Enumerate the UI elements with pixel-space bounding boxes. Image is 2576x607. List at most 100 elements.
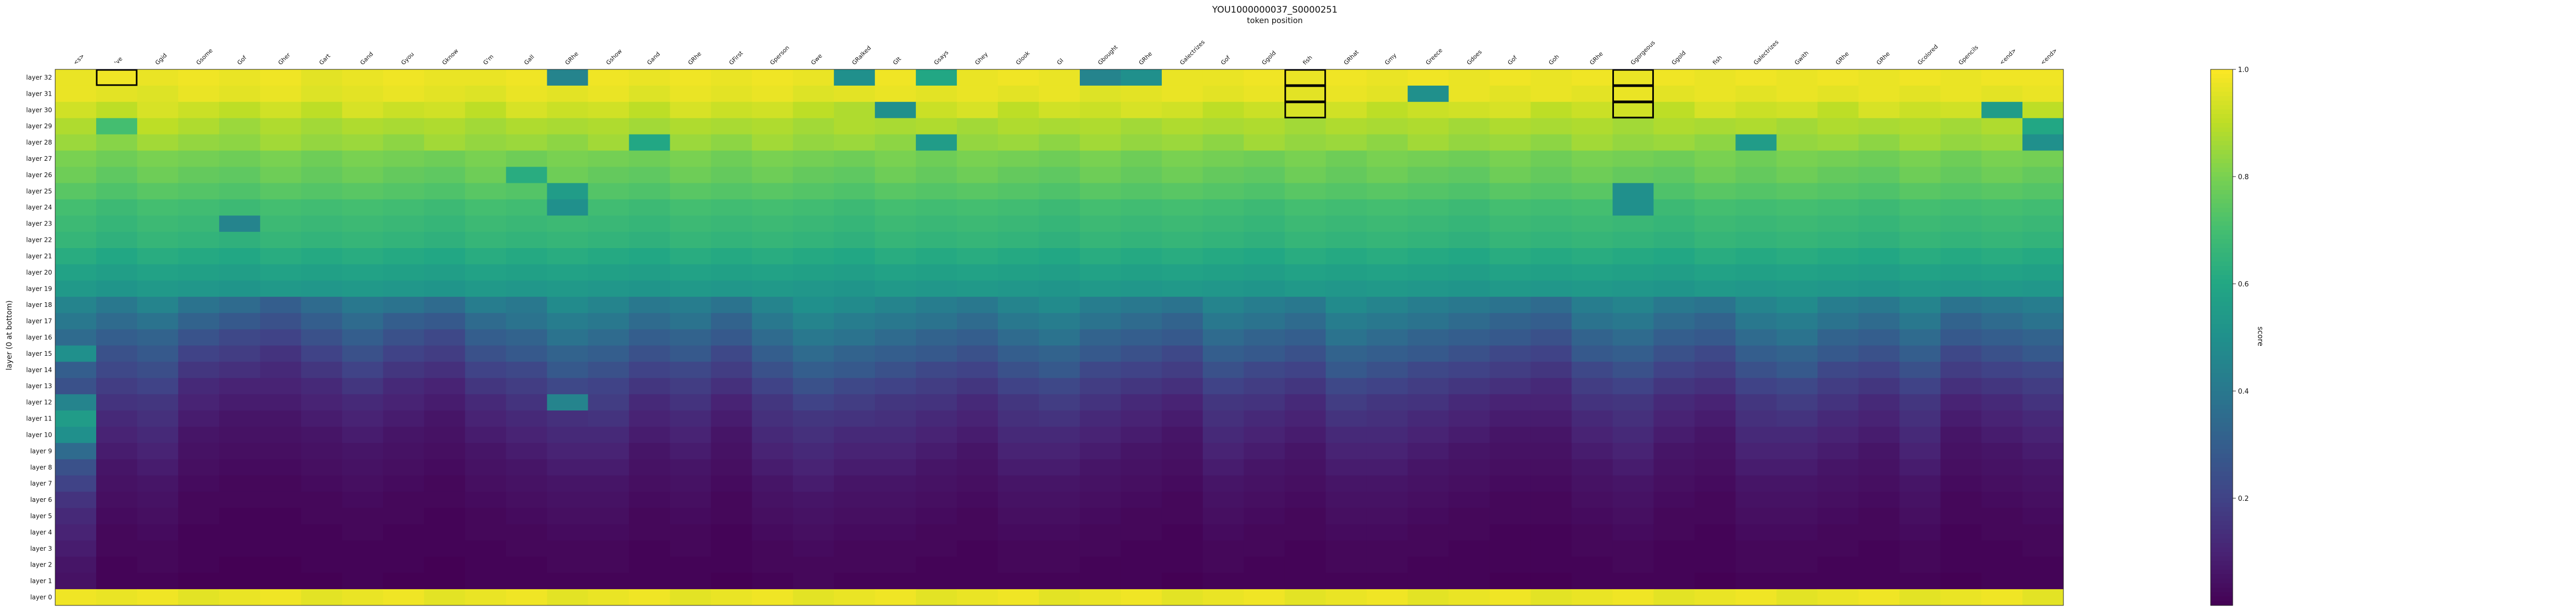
- heatmap-cell: [301, 491, 343, 509]
- heatmap-cell: [957, 378, 998, 395]
- heatmap-cell: [137, 183, 179, 200]
- heatmap-cell: [219, 589, 261, 606]
- heatmap-cell: [1161, 557, 1203, 573]
- heatmap-cell: [629, 118, 670, 135]
- heatmap-cell: [178, 134, 220, 151]
- heatmap-cell: [588, 69, 629, 86]
- heatmap-cell: [793, 199, 834, 216]
- heatmap-cell: [1202, 199, 1244, 216]
- heatmap-cell: [219, 69, 261, 86]
- heatmap-cell: [137, 427, 179, 444]
- heatmap-cell: [875, 573, 916, 590]
- heatmap-cell: [1653, 215, 1695, 232]
- heatmap-cell: [506, 118, 548, 135]
- heatmap-cell: [1407, 199, 1449, 216]
- heatmap-cell: [1735, 557, 1777, 573]
- heatmap-cell: [1407, 329, 1449, 346]
- heatmap-cell: [1284, 508, 1326, 524]
- heatmap-cell: [1243, 101, 1285, 119]
- heatmap-cell: [670, 329, 711, 346]
- heatmap-cell: [916, 232, 957, 249]
- heatmap-cell: [1039, 524, 1080, 541]
- heatmap-cell: [1817, 167, 1859, 183]
- heatmap-cell: [1284, 589, 1326, 606]
- row-label: layer 13: [26, 383, 52, 390]
- heatmap-cell: [1858, 101, 1900, 119]
- heatmap-cell: [1079, 491, 1121, 509]
- colorbar-segment: [2211, 311, 2233, 316]
- heatmap-cell: [1161, 85, 1203, 102]
- heatmap-cell: [793, 508, 834, 524]
- heatmap-cell: [834, 85, 875, 102]
- heatmap-cell: [178, 183, 220, 200]
- heatmap-cell: [1161, 248, 1203, 265]
- heatmap-cell: [383, 150, 425, 167]
- heatmap-cell: [506, 475, 548, 492]
- heatmap-cell: [916, 215, 957, 232]
- heatmap-cell: [465, 199, 507, 216]
- heatmap-cell: [465, 540, 507, 557]
- heatmap-cell: [670, 101, 711, 119]
- heatmap-cell: [711, 232, 752, 249]
- heatmap-cell: [1161, 508, 1203, 524]
- heatmap-cell: [670, 427, 711, 444]
- column-label: GRhe: [1875, 50, 1892, 67]
- heatmap-cell: [1899, 378, 1941, 395]
- heatmap-cell: [957, 475, 998, 492]
- heatmap-cell: [588, 362, 629, 378]
- heatmap-cell: [260, 118, 302, 135]
- heatmap-cell: [1817, 362, 1859, 378]
- heatmap-cell: [1817, 69, 1859, 86]
- heatmap-cell: [137, 378, 179, 395]
- heatmap-cell: [1243, 475, 1285, 492]
- heatmap-cell: [1489, 427, 1531, 444]
- colorbar-segment: [2211, 601, 2233, 606]
- heatmap-cell: [1448, 394, 1490, 411]
- heatmap-cell: [1202, 329, 1244, 346]
- heatmap-cell: [547, 557, 588, 573]
- heatmap-cell: [1448, 313, 1490, 330]
- heatmap-cell: [465, 69, 507, 86]
- heatmap-cell: [1325, 199, 1367, 216]
- heatmap-cell: [588, 248, 629, 265]
- heatmap-cell: [1243, 508, 1285, 524]
- heatmap-cell: [1407, 118, 1449, 135]
- heatmap-cell: [1489, 557, 1531, 573]
- heatmap-cell: [629, 215, 670, 232]
- column-label: Gshow: [605, 48, 623, 66]
- colorbar-segment: [2211, 570, 2233, 575]
- heatmap-cell: [424, 264, 466, 281]
- heatmap-cell: [1858, 313, 1900, 330]
- heatmap-cell: [1981, 296, 2023, 314]
- heatmap-cell: [1120, 475, 1162, 492]
- heatmap-cell: [1284, 378, 1326, 395]
- heatmap-cell: [424, 232, 466, 249]
- heatmap-cell: [670, 378, 711, 395]
- heatmap-cell: [1940, 69, 1982, 86]
- heatmap-cell: [711, 557, 752, 573]
- row-label: layer 24: [26, 204, 52, 211]
- heatmap-cell: [752, 459, 793, 476]
- heatmap-cell: [1612, 443, 1654, 460]
- heatmap-cell: [424, 378, 466, 395]
- heatmap-cell: [96, 167, 138, 183]
- heatmap-cell: [588, 101, 629, 119]
- heatmap-cell: [998, 150, 1039, 167]
- heatmap-cell: [916, 296, 957, 314]
- heatmap-cell: [1899, 264, 1941, 281]
- heatmap-cell: [1243, 199, 1285, 216]
- heatmap-cell: [383, 491, 425, 509]
- heatmap-cell: [793, 459, 834, 476]
- heatmap-cell: [957, 85, 998, 102]
- heatmap-cell: [383, 215, 425, 232]
- heatmap-cell: [916, 362, 957, 378]
- heatmap-cell: [260, 573, 302, 590]
- heatmap-cell: [793, 69, 834, 86]
- heatmap-cell: [301, 150, 343, 167]
- heatmap-cell: [1448, 524, 1490, 541]
- heatmap-cell: [1735, 101, 1777, 119]
- heatmap-cell: [1407, 362, 1449, 378]
- heatmap-cell: [1407, 296, 1449, 314]
- heatmap-cell: [55, 264, 97, 281]
- heatmap-cell: [2022, 508, 2064, 524]
